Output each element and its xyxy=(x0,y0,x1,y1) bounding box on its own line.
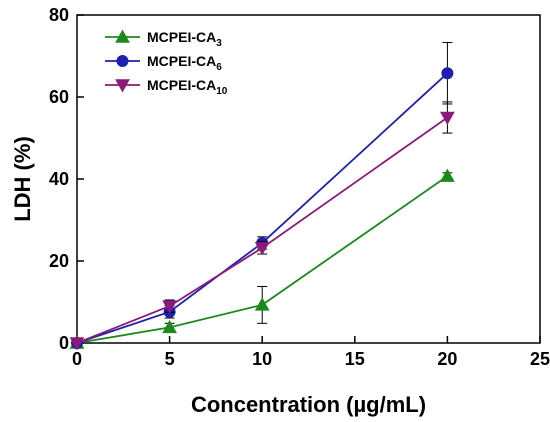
x-tick-label-1: 5 xyxy=(165,349,175,369)
data-point-1-3 xyxy=(441,67,454,80)
axes: 0 5 10 15 20 25 0 20 40 60 80 xyxy=(49,5,550,369)
series-line-2 xyxy=(76,116,448,344)
legend-marker-1 xyxy=(116,55,129,67)
data-point-2-1 xyxy=(162,300,177,314)
y-tick-label-0: 0 xyxy=(59,333,69,353)
x-tick-label-0: 0 xyxy=(72,349,82,369)
legend-item-1: MCPEI-CA6 xyxy=(105,53,222,73)
data-point-2-3 xyxy=(440,111,455,126)
series-line-0 xyxy=(76,175,448,344)
x-tick-label-5: 25 xyxy=(530,349,550,369)
legend-marker-2 xyxy=(115,79,130,93)
legend-marker-0 xyxy=(115,29,130,43)
y-tick-label-1: 20 xyxy=(49,251,69,271)
series-0 xyxy=(69,168,455,349)
x-axis-title: Concentration (µg/mL) xyxy=(191,392,426,417)
legend-item-2: MCPEI-CA10 xyxy=(105,77,228,97)
legend-label-1: MCPEI-CA6 xyxy=(147,53,222,73)
y-tick-label-2: 40 xyxy=(49,169,69,189)
series-layer xyxy=(69,41,455,351)
data-point-0-1 xyxy=(162,319,177,334)
series-2 xyxy=(69,101,455,351)
data-point-0-2 xyxy=(254,297,270,311)
y-tick-label-4: 80 xyxy=(49,5,69,25)
x-tick-label-2: 10 xyxy=(252,349,272,369)
legend-label-2: MCPEI-CA10 xyxy=(147,77,228,97)
legend: MCPEI-CA3 MCPEI-CA6 MCPEI-CA10 xyxy=(105,29,228,97)
y-axis-title: LDH (%) xyxy=(10,136,35,222)
legend-item-0: MCPEI-CA3 xyxy=(105,29,222,49)
x-tick-label-4: 20 xyxy=(437,349,457,369)
x-tick-label-3: 15 xyxy=(345,349,365,369)
data-point-2-0 xyxy=(69,337,85,351)
y-tick-label-3: 60 xyxy=(49,87,69,107)
data-point-2-2 xyxy=(254,242,270,256)
data-point-0-3 xyxy=(440,168,455,182)
legend-label-0: MCPEI-CA3 xyxy=(147,29,222,49)
